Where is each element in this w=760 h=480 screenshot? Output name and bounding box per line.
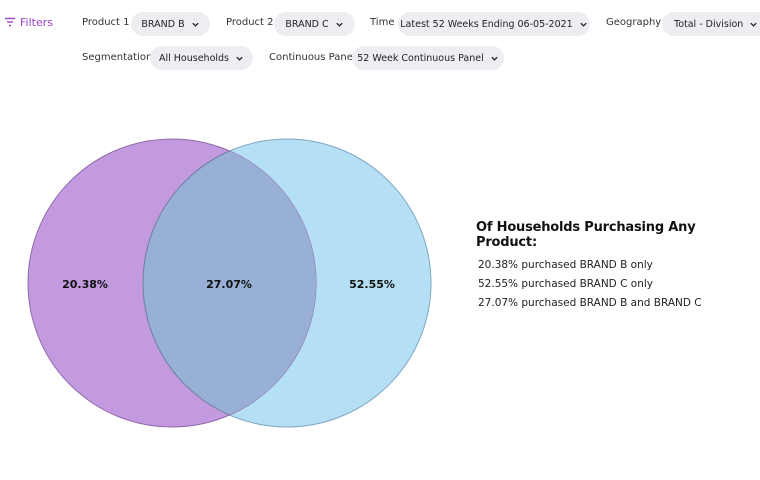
time-label: Time <box>370 17 395 28</box>
chevron-down-icon <box>580 22 587 27</box>
time-dropdown[interactable]: Latest 52 Weeks Ending 06-05-2021 <box>398 12 590 36</box>
product1-value: BRAND B <box>141 18 185 30</box>
segmentation-value: All Households <box>158 52 230 64</box>
geography-label: Geography <box>606 17 662 28</box>
venn-right-value: 52.55% <box>349 278 395 291</box>
filters-label: Filters <box>20 15 53 29</box>
product2-label: Product 2 <box>226 17 274 28</box>
venn-overlap-region[interactable] <box>143 139 431 427</box>
summary-title: Of Households Purchasing Any Product: <box>476 220 696 250</box>
geography-value: Total - Division <box>674 18 744 30</box>
summary-line: 20.38% purchased BRAND B only <box>478 259 653 271</box>
chevron-down-icon <box>491 56 498 61</box>
segmentation-dropdown[interactable]: All Households <box>150 46 253 70</box>
continuous-panel-dropdown[interactable]: 52 Week Continuous Panel <box>352 46 504 70</box>
product1-label: Product 1 <box>82 17 130 28</box>
product2-value: BRAND C <box>285 18 329 30</box>
venn-overlap-value: 27.07% <box>206 278 252 291</box>
time-value: Latest 52 Weeks Ending 06-05-2021 <box>400 18 573 30</box>
filter-icon <box>5 17 15 27</box>
summary-panel: Of Households Purchasing Any Product: 20… <box>476 220 760 313</box>
continuous-panel-label: Continuous Panel <box>269 52 356 63</box>
product2-dropdown[interactable]: BRAND C <box>274 12 355 36</box>
filters-button[interactable]: Filters <box>4 14 53 30</box>
chevron-down-icon <box>750 22 757 27</box>
chevron-down-icon <box>236 56 243 61</box>
chevron-down-icon <box>191 22 199 27</box>
segmentation-label: Segmentation <box>82 52 153 63</box>
geography-dropdown[interactable]: Total - Division <box>662 12 760 36</box>
chevron-down-icon <box>336 22 343 27</box>
venn-overlap-outline <box>142 139 316 427</box>
product1-dropdown[interactable]: BRAND B <box>131 12 210 36</box>
continuous-panel-value: 52 Week Continuous Panel <box>357 52 484 64</box>
summary-line: 52.55% purchased BRAND C only <box>478 278 653 290</box>
venn-left-value: 20.38% <box>62 278 108 291</box>
summary-line: 27.07% purchased BRAND B and BRAND C <box>478 297 702 309</box>
